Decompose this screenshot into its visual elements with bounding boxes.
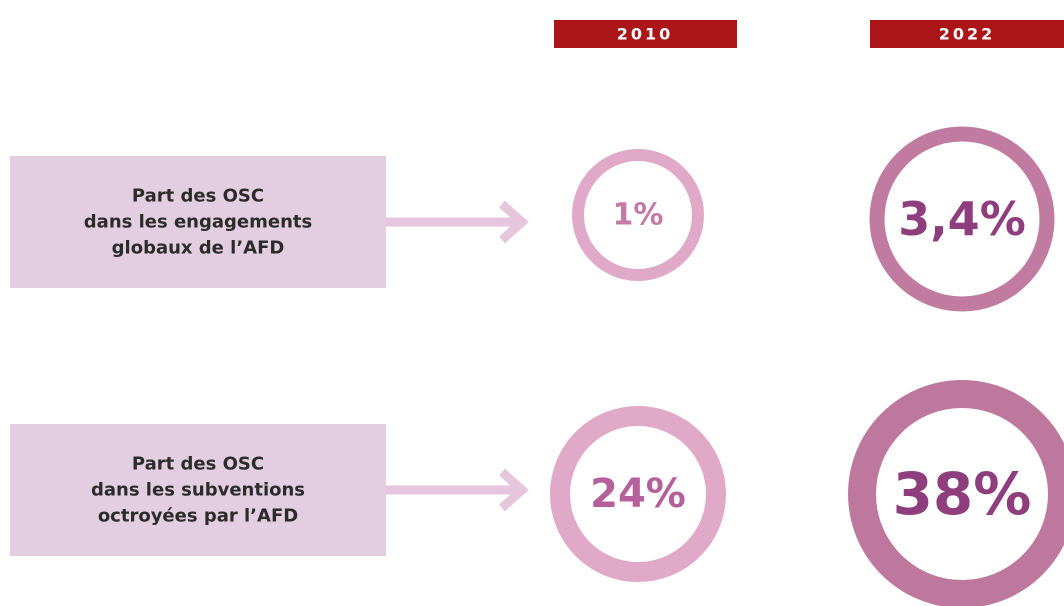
year-label: 2010	[617, 25, 674, 44]
row-label: octroyées par l’AFD	[98, 506, 298, 527]
year-header	[870, 20, 1064, 48]
year-label: 2022	[939, 25, 996, 44]
row-label: dans les subventions	[91, 480, 305, 501]
value-ring	[869, 126, 1055, 312]
label-box	[10, 156, 386, 288]
value-ring	[572, 149, 704, 281]
arrow-head	[498, 200, 529, 244]
value-text: 38%	[893, 460, 1032, 528]
row-label: Part des OSC	[132, 454, 264, 475]
row-label: Part des OSC	[132, 186, 264, 207]
label-box	[10, 424, 386, 556]
value-text: 24%	[590, 471, 686, 517]
row-label: globaux de l’AFD	[112, 238, 285, 259]
row-label: dans les engagements	[84, 212, 312, 233]
value-ring	[848, 380, 1064, 606]
arrow-head	[498, 468, 529, 512]
value-text: 3,4%	[898, 192, 1026, 246]
year-header	[554, 20, 737, 48]
value-ring	[550, 406, 726, 582]
value-text: 1%	[613, 198, 664, 233]
